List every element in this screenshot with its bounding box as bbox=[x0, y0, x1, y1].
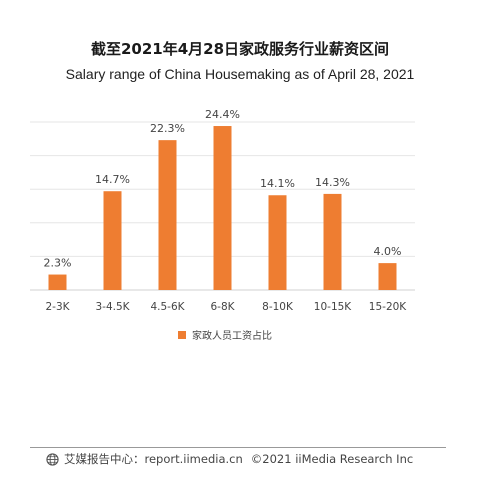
footer-copyright: ©2021 iiMedia Research Inc bbox=[250, 452, 414, 466]
x-tick-label: 6-8K bbox=[210, 301, 235, 313]
data-label: 14.3% bbox=[315, 176, 350, 189]
legend-swatch bbox=[178, 330, 186, 339]
chart-title-en: Salary range of China Housemaking as of … bbox=[65, 66, 415, 82]
data-label: 22.3% bbox=[150, 122, 185, 135]
footer-source: 艾媒报告中心：report.iimedia.cn bbox=[64, 452, 243, 466]
x-tick-label: 3-4.5K bbox=[95, 301, 130, 313]
bar-15-20K bbox=[378, 263, 397, 290]
x-tick-label: 2-3K bbox=[45, 301, 70, 313]
x-tick-label: 15-20K bbox=[369, 301, 408, 313]
legend-label: 家政人员工资占比 bbox=[192, 331, 272, 342]
x-tick-label: 10-15K bbox=[314, 301, 353, 313]
data-label: 24.4% bbox=[205, 108, 240, 121]
bar-3-4.5K bbox=[103, 191, 122, 290]
bar-6-8K bbox=[213, 126, 232, 290]
x-tick-label: 4.5-6K bbox=[150, 301, 185, 313]
chart-legend: 家政人员工资占比 bbox=[178, 327, 272, 342]
bar-8-10K bbox=[268, 195, 287, 290]
footer-divider bbox=[30, 447, 446, 448]
globe-icon bbox=[46, 452, 59, 466]
data-label: 14.1% bbox=[260, 177, 295, 190]
bar-4.5-6K bbox=[158, 140, 177, 290]
chart-title-cn: 截至2021年4月28日家政服务行业薪资区间 bbox=[90, 40, 390, 58]
data-label: 2.3% bbox=[44, 257, 72, 270]
data-label: 14.7% bbox=[95, 173, 130, 186]
x-tick-label: 8-10K bbox=[262, 301, 294, 313]
bar-chart: 2.3% 2-3K 14.7% 3-4.5K 22.3% 4.5-6K 24.4% 6-8K 1… bbox=[30, 108, 415, 313]
bar-10-15K bbox=[323, 193, 342, 290]
footer: 艾媒报告中心：report.iimedia.cn ©2021 iiMedia R… bbox=[46, 451, 413, 467]
data-label: 4.0% bbox=[374, 245, 402, 258]
bar-2-3K bbox=[48, 274, 67, 290]
